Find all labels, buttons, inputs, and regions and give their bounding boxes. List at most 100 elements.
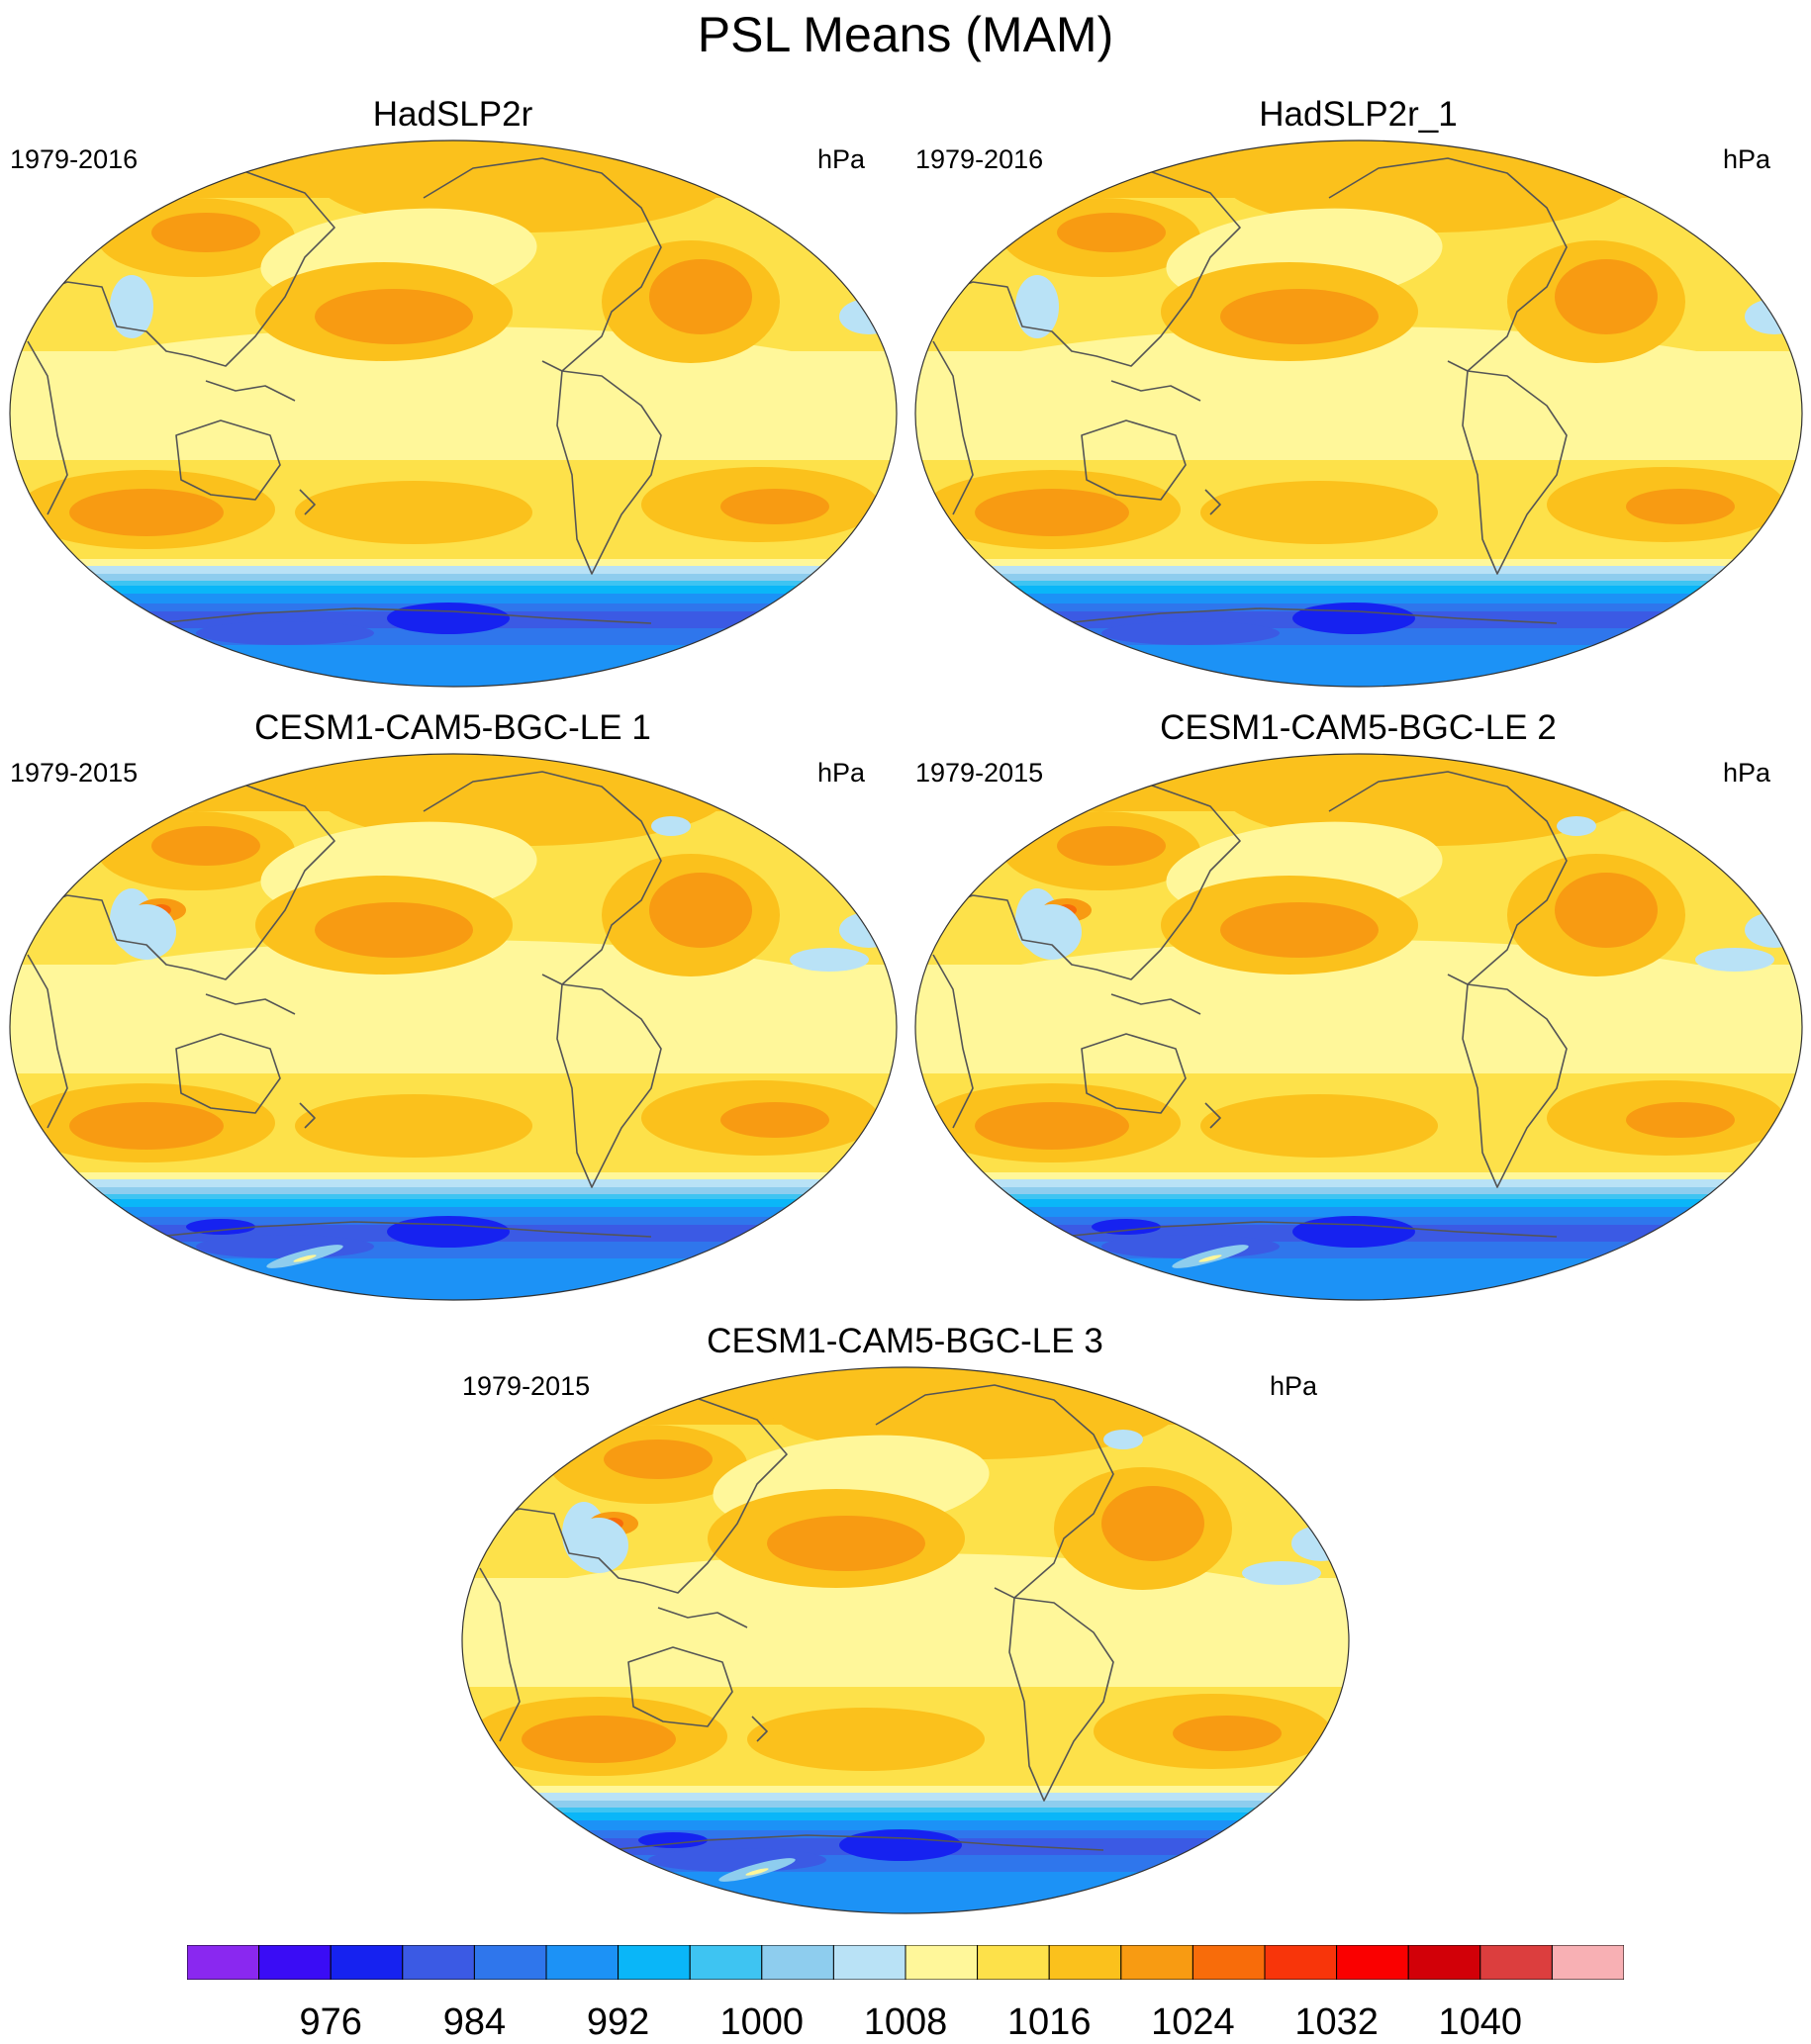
- antarctica-coast: [155, 1221, 652, 1238]
- australia-coast: [1081, 419, 1187, 501]
- south-america-coast: [1008, 1597, 1114, 1802]
- asia-high-core: [1057, 826, 1166, 866]
- satl-high-core: [1626, 1102, 1735, 1138]
- satl-high-core: [720, 489, 829, 524]
- colorbar-swatch: [402, 1945, 475, 1980]
- india-low: [1022, 904, 1082, 960]
- psl-map: [914, 139, 1803, 688]
- colorbar-tick-label: 1016: [1006, 2001, 1092, 2043]
- panel-title: CESM1-CAM5-BGC-LE 3: [707, 1322, 1103, 1360]
- sio-high-core: [69, 1102, 224, 1150]
- npac-high-core: [767, 1516, 925, 1571]
- indonesia-coast: [1110, 380, 1201, 402]
- map-border: [914, 753, 1803, 1301]
- sio-high-core: [522, 1716, 676, 1763]
- spac-high: [1200, 481, 1438, 544]
- map-border: [9, 139, 898, 688]
- asia-high-core: [151, 826, 260, 866]
- panel-period: 1979-2015: [10, 758, 139, 788]
- atl-low: [1291, 1526, 1349, 1561]
- colorbar-tick-label: 976: [299, 2001, 362, 2043]
- map-panel: HadSLP2r_1 1979-2016 hPa: [906, 0, 1811, 688]
- spac-high: [1200, 1094, 1438, 1158]
- colorbar-tick-label: 1032: [1294, 2001, 1379, 2043]
- colorbar-swatch: [689, 1945, 763, 1980]
- colorbar-swatch: [977, 1945, 1050, 1980]
- natl-high-core: [649, 259, 752, 334]
- colorbar-swatch: [330, 1945, 404, 1980]
- africa-east-coast: [479, 1567, 521, 1742]
- colorbar-swatch: [1191, 1945, 1266, 1980]
- hudson-low: [1103, 1430, 1143, 1449]
- colorbar-swatch: [1264, 1945, 1338, 1980]
- india-low: [1015, 275, 1059, 338]
- panel-period: 1979-2016: [10, 144, 139, 174]
- atl-low: [790, 948, 869, 972]
- antarctic-plateau-core: [745, 1868, 769, 1876]
- npac-high-core: [315, 289, 473, 344]
- southern-low: [196, 621, 374, 645]
- india-low: [117, 904, 176, 960]
- australia-coast: [175, 1033, 281, 1114]
- hudson-low: [1557, 816, 1596, 836]
- psl-map: [9, 139, 898, 688]
- colorbar-tick-label: 1024: [1151, 2001, 1235, 2043]
- panel-title: HadSLP2r: [372, 95, 533, 134]
- antarctica-coast: [155, 607, 652, 624]
- colorbar-swatch: [187, 1945, 260, 1980]
- atl-low: [1242, 1561, 1321, 1585]
- colorbar-swatch: [1407, 1945, 1481, 1980]
- hudson-low: [651, 816, 691, 836]
- india-low: [569, 1518, 628, 1573]
- asia-high-core: [1057, 213, 1166, 252]
- colorbar: [187, 1945, 1624, 1980]
- colorbar-swatch: [1048, 1945, 1122, 1980]
- south-america-coast: [556, 370, 662, 575]
- amundsen-low: [839, 1829, 962, 1861]
- sio-high-core: [69, 489, 224, 536]
- southern-low-core: [186, 1219, 255, 1235]
- colorbar-swatch: [905, 1945, 979, 1980]
- panel-period: 1979-2015: [915, 758, 1044, 788]
- atl-low: [1745, 299, 1802, 334]
- panel-period: 1979-2016: [915, 144, 1044, 174]
- panel-title: CESM1-CAM5-BGC-LE 2: [1160, 708, 1557, 747]
- colorbar-swatch: [1551, 1945, 1624, 1980]
- new-zealand-coast: [1204, 1102, 1221, 1129]
- sio-high-core: [975, 1102, 1129, 1150]
- colorbar-swatch: [832, 1945, 906, 1980]
- panel-units: hPa: [1722, 758, 1770, 788]
- asia-high-core: [604, 1440, 713, 1479]
- south-america-coast: [1462, 983, 1568, 1188]
- panel-title: HadSLP2r_1: [1259, 95, 1458, 134]
- natl-high-core: [1555, 259, 1658, 334]
- sio-high-core: [975, 489, 1129, 536]
- colorbar-swatch: [1479, 1945, 1553, 1980]
- colorbar-swatch: [1120, 1945, 1193, 1980]
- colorbar-swatch: [761, 1945, 834, 1980]
- map-panel: HadSLP2r 1979-2016 hPa: [0, 0, 906, 688]
- antarctica-coast: [608, 1834, 1104, 1851]
- atl-low: [839, 912, 897, 948]
- atl-low: [839, 299, 897, 334]
- colorbar-swatch: [1336, 1945, 1409, 1980]
- tropical-low: [915, 326, 1802, 485]
- indonesia-coast: [1110, 993, 1201, 1015]
- psl-map: [914, 753, 1803, 1301]
- southern-low-core: [1092, 1219, 1161, 1235]
- natl-high-core: [649, 873, 752, 948]
- map-border: [9, 753, 898, 1301]
- atl-low: [1695, 948, 1774, 972]
- colorbar-tick-label: 1040: [1438, 2001, 1523, 2043]
- north-america-coast: [423, 771, 662, 985]
- antarctica-coast: [1061, 607, 1558, 624]
- map-panel: CESM1-CAM5-BGC-LE 3 1979-2015 hPa: [452, 1227, 1358, 1914]
- tropical-low: [462, 1553, 1349, 1712]
- npac-high-core: [1220, 902, 1379, 958]
- panel-units: hPa: [1722, 144, 1770, 174]
- atl-low: [1745, 912, 1802, 948]
- africa-east-coast: [27, 340, 68, 515]
- antarctic-plateau-core: [293, 1254, 317, 1262]
- satl-high-core: [1626, 489, 1735, 524]
- spac-high: [295, 1094, 532, 1158]
